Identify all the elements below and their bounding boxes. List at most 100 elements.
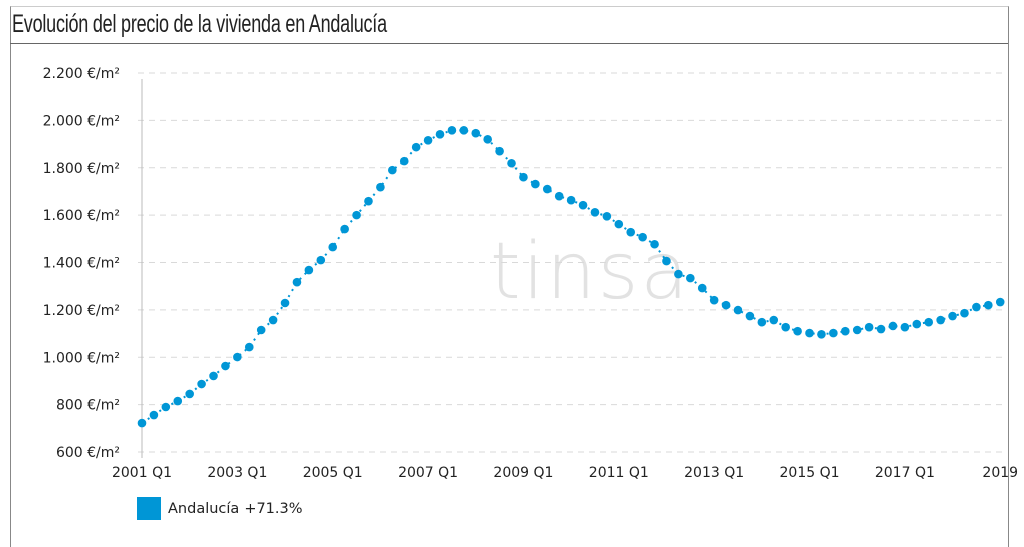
data-point	[972, 302, 981, 312]
data-point	[519, 172, 528, 182]
chart-frame	[10, 6, 1009, 547]
data-point	[316, 255, 326, 265]
legend-label: Andalucía	[168, 500, 240, 517]
data-point	[829, 328, 838, 338]
data-point	[256, 325, 266, 335]
data-point	[197, 379, 206, 389]
data-point	[376, 182, 385, 192]
data-point	[876, 324, 886, 334]
data-point	[912, 319, 922, 329]
y-tick-label: 1.400 €/m²	[43, 256, 120, 272]
legend[interactable]: Andalucía +71.3%	[137, 497, 303, 520]
data-point	[984, 300, 993, 310]
data-point	[948, 311, 957, 321]
data-point	[602, 212, 612, 221]
data-point	[483, 135, 492, 144]
data-point	[840, 326, 850, 336]
data-point	[924, 317, 934, 327]
y-tick-label: 600 €/m²	[56, 445, 120, 461]
data-point	[149, 410, 159, 420]
data-point	[650, 239, 659, 249]
data-point	[686, 273, 695, 283]
data-point	[900, 322, 910, 332]
data-point	[268, 315, 278, 325]
data-point	[745, 311, 755, 321]
data-point	[340, 224, 349, 234]
data-point	[674, 269, 683, 279]
legend-swatch	[137, 497, 161, 520]
chart-plot: tinsa 600 €/m² 800 €/m² 1.000 €/m² 1.200 €/m…	[43, 66, 1018, 481]
x-tick-label: 2011 Q1	[589, 465, 649, 481]
data-point	[733, 305, 743, 315]
x-tick-label: 2005 Q1	[303, 465, 363, 481]
y-tick-label: 2.200 €/m²	[43, 66, 120, 82]
data-point	[304, 265, 314, 275]
data-point	[507, 158, 516, 168]
data-point	[388, 165, 397, 175]
data-point	[995, 297, 1005, 307]
x-tick-label: 2013 Q1	[684, 465, 744, 481]
y-tick-label: 800 €/m²	[56, 398, 120, 414]
data-point	[221, 361, 230, 371]
data-point	[459, 126, 469, 135]
data-point	[697, 283, 707, 293]
y-tick-label: 2.000 €/m²	[43, 113, 120, 129]
data-point	[352, 210, 361, 220]
x-tick-label: 2015 Q1	[780, 465, 840, 481]
data-point	[793, 326, 802, 336]
data-point	[542, 184, 552, 194]
data-point	[244, 342, 254, 352]
data-point	[614, 219, 624, 229]
data-point	[447, 126, 457, 135]
data-point	[578, 200, 588, 210]
x-tick-label: 2001 Q1	[112, 465, 172, 481]
data-point	[757, 317, 767, 327]
data-point	[638, 232, 647, 242]
data-point	[495, 146, 504, 156]
x-tick-label: 2007 Q1	[398, 465, 458, 481]
data-point	[781, 322, 790, 332]
data-point	[864, 322, 874, 332]
data-point	[566, 195, 576, 205]
x-tick-label: 2019	[982, 465, 1018, 481]
data-point	[233, 352, 242, 362]
data-point	[435, 130, 445, 139]
data-point	[805, 328, 814, 338]
chart-title: Evolución del precio de la vivienda en A…	[12, 10, 387, 38]
data-point	[554, 191, 564, 201]
data-point	[209, 371, 218, 381]
data-point	[960, 308, 969, 318]
data-point	[364, 196, 373, 206]
data-point	[280, 298, 290, 308]
data-point	[721, 300, 731, 310]
data-point	[852, 325, 862, 335]
data-point	[662, 256, 671, 266]
data-point	[411, 142, 421, 152]
data-point	[531, 179, 540, 189]
title-bar: Evolución del precio de la vivienda en A…	[10, 6, 1008, 44]
data-point	[626, 227, 636, 237]
legend-change: +71.3%	[244, 500, 303, 517]
y-tick-label: 1.600 €/m²	[43, 208, 120, 224]
data-point	[817, 329, 826, 339]
watermark-logo: tinsa	[490, 227, 690, 317]
data-point	[185, 389, 194, 399]
x-tick-label: 2003 Q1	[207, 465, 267, 481]
y-tick-label: 1.200 €/m²	[43, 303, 120, 319]
data-point	[471, 128, 481, 138]
data-point	[423, 135, 433, 145]
x-tick-label: 2009 Q1	[493, 465, 553, 481]
y-tick-label: 1.800 €/m²	[43, 161, 120, 177]
data-point	[590, 207, 600, 217]
data-point	[888, 321, 898, 331]
y-tick-label: 1.000 €/m²	[43, 350, 120, 366]
data-point	[137, 418, 147, 428]
data-point	[709, 295, 719, 305]
data-point	[328, 242, 338, 252]
data-point	[399, 156, 409, 166]
x-tick-label: 2017 Q1	[875, 465, 935, 481]
data-point	[292, 277, 302, 287]
data-point	[769, 315, 779, 325]
data-point	[936, 315, 945, 325]
data-point	[173, 396, 183, 406]
